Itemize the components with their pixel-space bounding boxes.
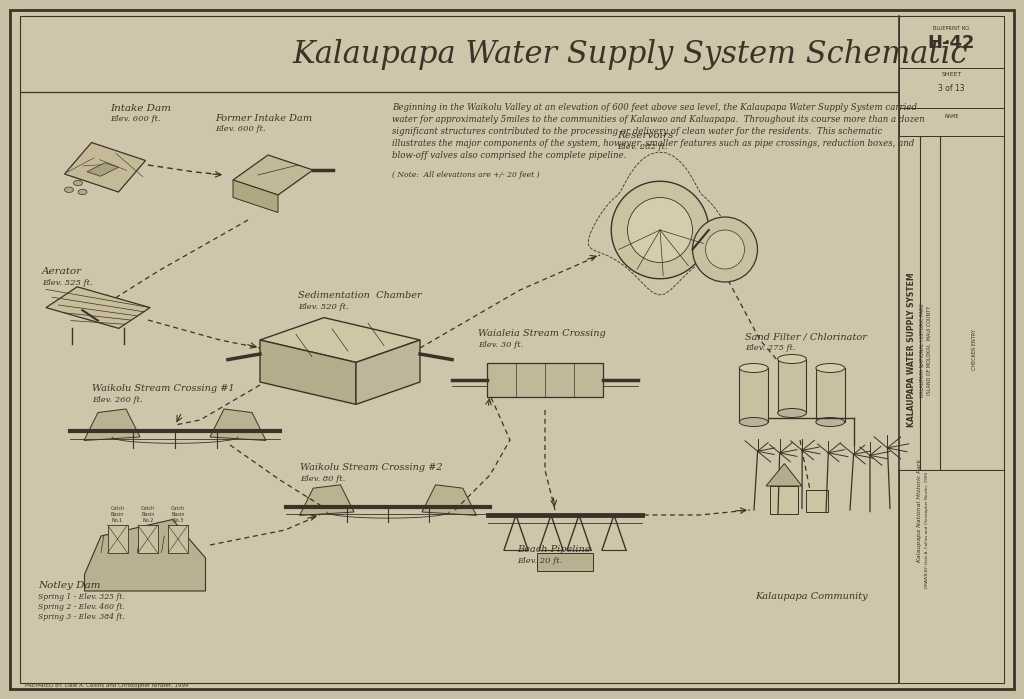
Ellipse shape [739, 417, 768, 426]
Bar [899, 68, 1004, 108]
Text: Elev. 30 ft.: Elev. 30 ft. [478, 341, 523, 349]
Bar [138, 525, 158, 553]
Ellipse shape [816, 363, 845, 373]
Ellipse shape [74, 180, 83, 186]
Text: Spring 3 - Elev. 384 ft.: Spring 3 - Elev. 384 ft. [38, 613, 125, 621]
Polygon shape [87, 163, 119, 176]
Circle shape [706, 230, 744, 269]
Text: illustrates the major components of the system, however, smaller features such a: illustrates the major components of the … [392, 139, 914, 148]
Text: Waialeia Stream Crossing: Waialeia Stream Crossing [478, 329, 606, 338]
Text: Spring 2 - Elev. 460 ft.: Spring 2 - Elev. 460 ft. [38, 603, 125, 611]
Text: Catch
Basin
No.2: Catch Basin No.2 [140, 506, 155, 523]
Text: SHEET: SHEET [941, 72, 962, 77]
Polygon shape [46, 287, 150, 329]
Text: PREPARED BY: Dale A. Collins and Christopher Ninzler, 1999: PREPARED BY: Dale A. Collins and Christo… [25, 683, 188, 688]
Text: significant structures contributed to the processing or delivery of clean water : significant structures contributed to th… [392, 127, 883, 136]
Text: H-42: H-42 [928, 34, 975, 52]
Text: KALAUPAPA WATER SUPPLY SYSTEM: KALAUPAPA WATER SUPPLY SYSTEM [906, 273, 915, 427]
Text: water for approximately 5miles to the communities of Kalawao and Kaluapapa.  Thr: water for approximately 5miles to the co… [392, 115, 925, 124]
Polygon shape [356, 340, 420, 405]
Text: Elev. 525 ft.: Elev. 525 ft. [42, 279, 92, 287]
Polygon shape [233, 155, 313, 195]
Text: Kalaupapa Water Supply System Schematic: Kalaupapa Water Supply System Schematic [292, 40, 968, 71]
Ellipse shape [65, 187, 74, 192]
Text: Elev. 260 ft.: Elev. 260 ft. [92, 396, 142, 404]
Ellipse shape [777, 354, 807, 363]
Circle shape [628, 198, 692, 263]
Bar [816, 368, 845, 422]
Polygon shape [260, 340, 356, 405]
Polygon shape [84, 409, 140, 440]
Text: blow-off valves also comprised the complete pipeline.: blow-off valves also comprised the compl… [392, 151, 627, 160]
Bar [108, 525, 128, 553]
Text: Elev. 600 ft.: Elev. 600 ft. [110, 115, 161, 123]
Ellipse shape [816, 417, 845, 426]
Polygon shape [10, 10, 1014, 689]
Text: Former Intake Dam: Former Intake Dam [215, 114, 312, 123]
Text: CHECKER ENTRY: CHECKER ENTRY [973, 329, 978, 370]
Text: Reservoirs: Reservoirs [617, 131, 674, 140]
Text: Elev. 275 ft.: Elev. 275 ft. [745, 344, 796, 352]
Polygon shape [300, 485, 354, 515]
Text: Elev. 520 ft.: Elev. 520 ft. [298, 303, 348, 311]
Text: Notley Dam: Notley Dam [38, 581, 100, 590]
Polygon shape [210, 409, 266, 440]
Bar [899, 16, 1004, 68]
Text: Beginning in the Waikolu Valley at an elevation of 600 feet above sea level, the: Beginning in the Waikolu Valley at an el… [392, 103, 918, 112]
Ellipse shape [78, 189, 87, 195]
Text: Elev. 600 ft.: Elev. 600 ft. [215, 125, 265, 133]
Bar [487, 363, 603, 398]
Text: NAME: NAME [944, 113, 958, 119]
Polygon shape [766, 463, 802, 486]
Text: Intake Dam: Intake Dam [110, 104, 171, 113]
Text: Waikolu Stream Crossing #1: Waikolu Stream Crossing #1 [92, 384, 234, 393]
Text: Spring 1 - Elev. 325 ft.: Spring 1 - Elev. 325 ft. [38, 593, 125, 601]
Text: ISLAND OF MOLOKAI,  MAUI COUNTY: ISLAND OF MOLOKAI, MAUI COUNTY [927, 305, 932, 395]
Text: BLUEPRINT NO.: BLUEPRINT NO. [933, 26, 970, 31]
Text: DRAWN BY: Dale A. Collins and Christopher Ninzler, 1999: DRAWN BY: Dale A. Collins and Christophe… [925, 472, 929, 588]
Polygon shape [260, 317, 420, 362]
Text: Sand Filter / Chlorinator: Sand Filter / Chlorinator [745, 332, 867, 341]
Text: Elev. 20 ft.: Elev. 20 ft. [517, 557, 562, 565]
Text: Aerator: Aerator [42, 267, 82, 276]
Polygon shape [65, 143, 145, 192]
Text: ( Note:  All elevations are +/- 20 feet ): ( Note: All elevations are +/- 20 feet ) [392, 171, 540, 179]
Text: Catch
Basin
No.3: Catch Basin No.3 [171, 506, 185, 523]
Circle shape [692, 217, 758, 282]
Bar [537, 553, 593, 571]
Polygon shape [233, 180, 278, 212]
Text: Elev. 282 ft.: Elev. 282 ft. [617, 143, 668, 151]
Text: Kalaupapa National Historic Park: Kalaupapa National Historic Park [916, 459, 922, 561]
Circle shape [611, 181, 709, 279]
Ellipse shape [777, 408, 807, 417]
Polygon shape [85, 519, 206, 591]
Bar [739, 368, 768, 422]
Bar [168, 525, 188, 553]
Text: Beach Pipeline: Beach Pipeline [517, 545, 591, 554]
Text: Sedimentation  Chamber: Sedimentation Chamber [298, 291, 422, 300]
Bar [899, 470, 1004, 683]
Text: Elev. 80 ft.: Elev. 80 ft. [300, 475, 345, 483]
Text: Waikolu Stream Crossing #2: Waikolu Stream Crossing #2 [300, 463, 442, 472]
Text: KALAUPAPA NATIONAL HISTORIC PARK: KALAUPAPA NATIONAL HISTORIC PARK [921, 303, 926, 397]
Polygon shape [422, 485, 476, 515]
Bar [770, 486, 798, 514]
Bar [899, 108, 1004, 136]
Bar [777, 359, 807, 413]
Bar [806, 490, 828, 512]
Ellipse shape [739, 363, 768, 373]
Text: Catch
Basin
No.1: Catch Basin No.1 [111, 506, 125, 523]
Text: 3 of 13: 3 of 13 [938, 84, 965, 93]
Text: Kalaupapa Community: Kalaupapa Community [755, 592, 867, 601]
